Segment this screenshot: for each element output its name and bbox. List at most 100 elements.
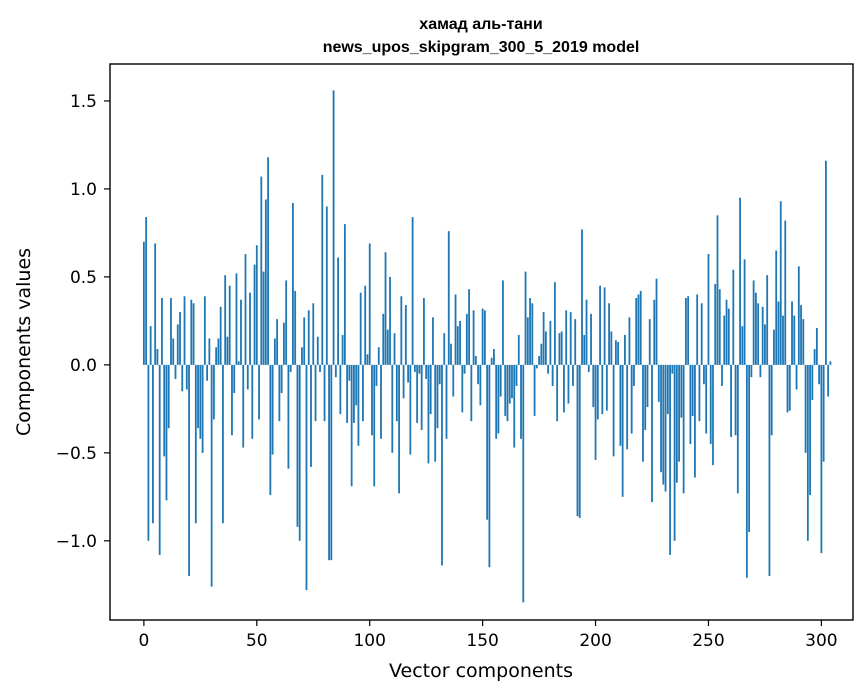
bar	[497, 364, 500, 434]
bar	[373, 364, 376, 487]
bar	[718, 289, 721, 365]
bar	[194, 364, 197, 524]
bar	[581, 229, 583, 365]
bar	[262, 271, 265, 365]
bar	[493, 349, 495, 365]
bar	[183, 296, 186, 365]
bar	[441, 364, 443, 566]
bar	[603, 287, 606, 365]
bar	[380, 364, 382, 439]
bar	[203, 296, 206, 365]
bar	[551, 364, 554, 386]
bar	[757, 303, 760, 365]
bar	[152, 364, 154, 524]
bar	[154, 243, 157, 365]
bar	[325, 206, 328, 365]
bar	[301, 347, 303, 365]
bar	[829, 361, 832, 365]
bar	[802, 319, 805, 365]
bar	[590, 313, 592, 365]
bar	[226, 336, 229, 365]
bar	[712, 364, 714, 466]
bar	[377, 347, 380, 365]
bar	[612, 364, 615, 457]
bar	[675, 364, 678, 483]
bar	[353, 364, 355, 423]
bar	[657, 364, 660, 402]
bar	[553, 282, 556, 365]
bar	[443, 333, 446, 365]
bar	[592, 364, 595, 408]
bar	[764, 324, 766, 365]
bar	[445, 364, 448, 439]
bar	[246, 364, 249, 390]
bar	[809, 364, 811, 496]
bar	[310, 364, 312, 467]
bar	[269, 364, 272, 496]
x-tick-label: 0	[138, 631, 149, 651]
bar	[759, 364, 762, 378]
bar	[402, 364, 405, 399]
bar	[524, 271, 527, 365]
bar	[165, 364, 168, 501]
bar	[788, 364, 791, 411]
bar	[791, 301, 793, 365]
bar	[206, 364, 209, 381]
bar	[298, 364, 301, 541]
bar	[303, 317, 306, 365]
bar	[337, 257, 339, 365]
bar	[531, 303, 534, 365]
y-tick-label: 0.5	[70, 268, 97, 288]
bar	[276, 319, 279, 365]
bar	[646, 364, 649, 408]
bar	[384, 252, 387, 365]
bar	[477, 364, 480, 385]
y-tick-label: 1.5	[70, 92, 97, 112]
bar	[190, 299, 193, 365]
bar	[709, 364, 712, 445]
bar	[569, 312, 572, 365]
bar	[217, 338, 220, 365]
bar	[587, 364, 590, 372]
bar	[418, 364, 421, 374]
y-axis-label: Components values	[13, 248, 35, 436]
bar	[174, 364, 177, 379]
bar	[307, 310, 310, 365]
y-tick-label: −0.5	[56, 444, 97, 464]
bar	[185, 364, 188, 390]
bar	[233, 364, 236, 394]
bar	[779, 201, 782, 365]
bar	[533, 364, 536, 416]
bar	[648, 319, 651, 365]
bar	[567, 364, 570, 404]
bar	[416, 364, 419, 423]
bar	[197, 364, 199, 429]
bar	[687, 296, 690, 365]
chart-title-line1: хамад аль-тани	[419, 16, 542, 33]
bar	[513, 364, 516, 448]
x-tick-label: 150	[466, 631, 498, 651]
bar	[355, 364, 358, 406]
bar	[522, 364, 525, 603]
bar	[228, 285, 231, 365]
bar	[400, 296, 403, 365]
bar	[163, 364, 166, 457]
bar	[244, 254, 247, 365]
bar	[502, 280, 504, 365]
bar	[486, 364, 489, 520]
bar	[341, 334, 344, 365]
bar	[694, 364, 696, 478]
bar	[305, 364, 308, 591]
bar	[170, 298, 172, 365]
bar	[294, 290, 297, 365]
bar	[820, 364, 823, 554]
bar	[350, 364, 353, 487]
bar	[192, 303, 195, 365]
bar	[535, 364, 538, 369]
bar	[260, 176, 263, 365]
bar	[398, 364, 400, 494]
bar	[822, 364, 825, 462]
bar	[488, 364, 491, 568]
bar	[330, 364, 333, 561]
chart-title-line2: news_upos_skipgram_300_5_2019 model	[323, 39, 640, 56]
